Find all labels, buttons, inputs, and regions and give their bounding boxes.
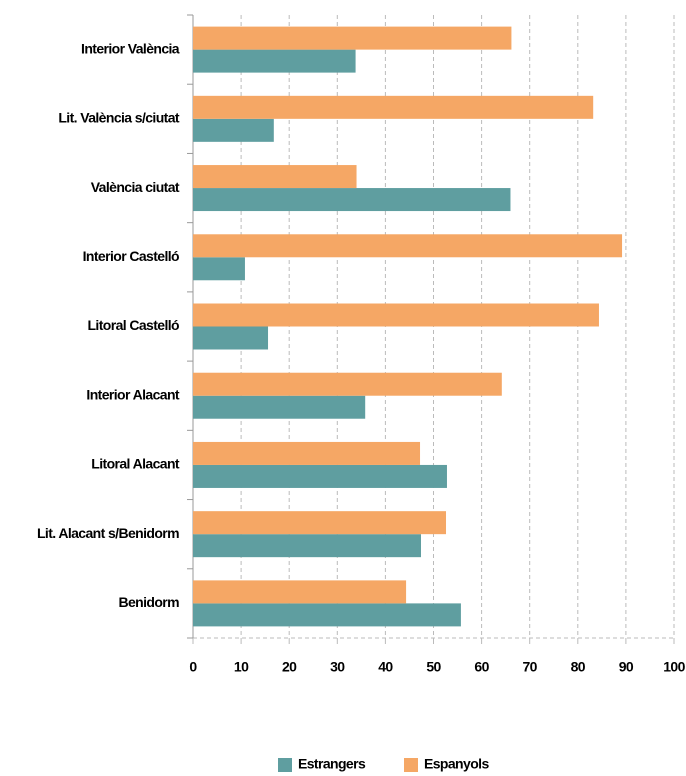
legend-swatch (404, 758, 418, 772)
bar (193, 372, 502, 396)
y-tick-label: Interior Alacant (86, 386, 180, 402)
bar (193, 603, 461, 627)
y-tick-label: València ciutat (91, 179, 180, 195)
x-tick-label: 30 (330, 659, 345, 675)
y-tick-label: Lit. Alacant s/Benidorm (37, 525, 179, 541)
bar (193, 118, 274, 142)
y-tick-label: Litoral Alacant (91, 456, 180, 472)
bar (193, 234, 623, 258)
bar (193, 49, 356, 73)
bar (193, 95, 594, 119)
bar (193, 580, 407, 604)
bar (193, 326, 269, 350)
bar (193, 441, 421, 465)
x-tick-label: 100 (663, 659, 685, 675)
x-tick-label: 10 (234, 659, 249, 675)
bar (193, 188, 511, 212)
x-tick-label: 0 (189, 659, 197, 675)
legend-swatch (278, 758, 292, 772)
bar (193, 303, 599, 327)
bar (193, 395, 366, 419)
x-tick-label: 70 (523, 659, 538, 675)
bar (193, 165, 357, 189)
x-tick-label: 50 (426, 659, 441, 675)
y-tick-label: Benidorm (118, 594, 179, 610)
y-tick-label: Lit. València s/ciutat (58, 110, 180, 126)
x-tick-label: 40 (378, 659, 393, 675)
x-tick-label: 20 (282, 659, 297, 675)
y-tick-label: Litoral Castelló (87, 317, 179, 333)
bar (193, 534, 421, 558)
bar (193, 26, 512, 50)
y-tick-label: Interior Castelló (83, 248, 179, 264)
legend-label: Espanyols (424, 756, 489, 772)
legend-label: Estrangers (298, 756, 366, 772)
y-tick-label: Interior València (81, 40, 180, 56)
bar (193, 257, 245, 281)
x-tick-label: 80 (571, 659, 586, 675)
x-tick-label: 60 (474, 659, 489, 675)
bar (193, 464, 447, 488)
x-tick-label: 90 (619, 659, 634, 675)
bar (193, 511, 447, 535)
